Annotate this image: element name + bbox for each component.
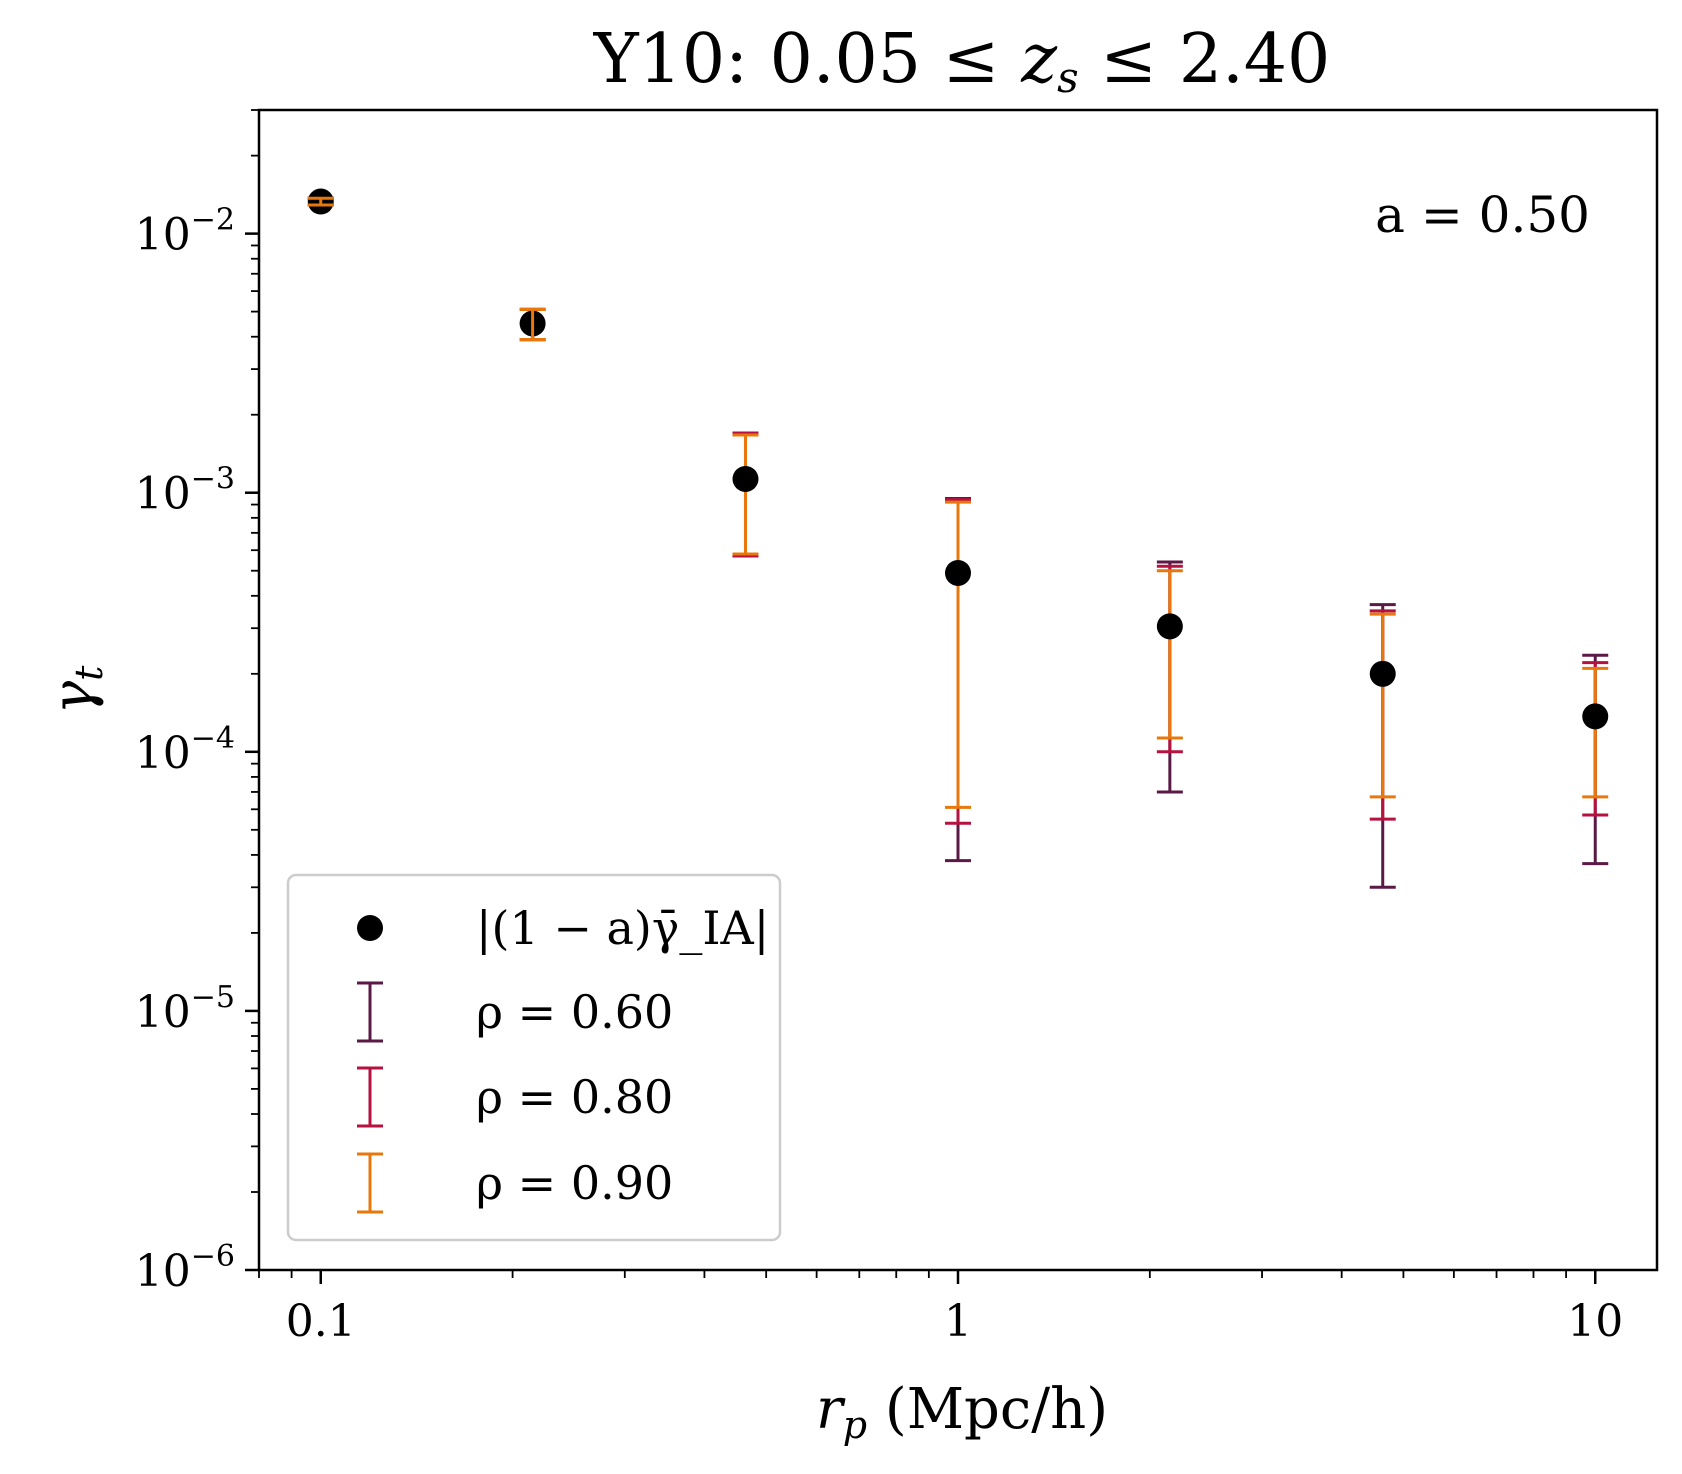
data-point-6: [1582, 703, 1609, 730]
errorbar-090-2: [732, 433, 759, 556]
x-axis: 0.1 1 10: [258, 1270, 1623, 1347]
y-tick-label: 10−3: [135, 462, 235, 520]
data-marks: [307, 188, 1609, 889]
errorbar-090-5: [1369, 612, 1396, 799]
legend-label: |(1 − a)γ̄_IA|: [476, 901, 769, 955]
legend-entry: ρ = 0.90: [357, 1152, 673, 1214]
x-axis-label: rp (Mpc/h): [816, 1377, 1108, 1447]
legend-entry: ρ = 0.80: [357, 1066, 673, 1128]
legend: |(1 − a)γ̄_IA| ρ = 0.60 ρ = 0.80 ρ = 0.90: [286, 873, 782, 1242]
y-axis-label: γt: [41, 665, 111, 714]
data-point-4: [1156, 613, 1183, 640]
y-tick-label: 10−6: [135, 1239, 235, 1297]
data-point-3: [945, 559, 971, 586]
x-tick-label: 1: [944, 1296, 972, 1347]
legend-label: ρ = 0.90: [476, 1156, 673, 1210]
legend-label: ρ = 0.80: [476, 1070, 673, 1124]
y-tick-label: 10−4: [135, 721, 235, 779]
y-axis: 10−2 10−3 10−4 10−5 10−6: [135, 109, 259, 1297]
x-tick-label: 0.1: [286, 1296, 356, 1347]
x-tick-label: 10: [1567, 1296, 1623, 1347]
errorbar-090-4: [1156, 569, 1183, 740]
y-tick-label: 10−2: [135, 203, 235, 261]
legend-marker-point: [357, 915, 383, 941]
legend-label: ρ = 0.60: [476, 985, 673, 1039]
errorbar-090-3: [945, 500, 971, 809]
errorbar-090-6: [1582, 666, 1609, 799]
legend-entry: ρ = 0.60: [357, 981, 673, 1043]
legend-entry: |(1 − a)γ̄_IA|: [357, 901, 769, 955]
legend-frame: [286, 873, 782, 1242]
data-point-5: [1369, 660, 1396, 687]
data-point-2: [732, 465, 759, 492]
chart-title: Y10: 0.05 ≤ zs ≤ 2.40: [593, 20, 1331, 102]
y-tick-label: 10−5: [135, 980, 235, 1038]
annotation-a-value: a = 0.50: [1375, 186, 1590, 244]
